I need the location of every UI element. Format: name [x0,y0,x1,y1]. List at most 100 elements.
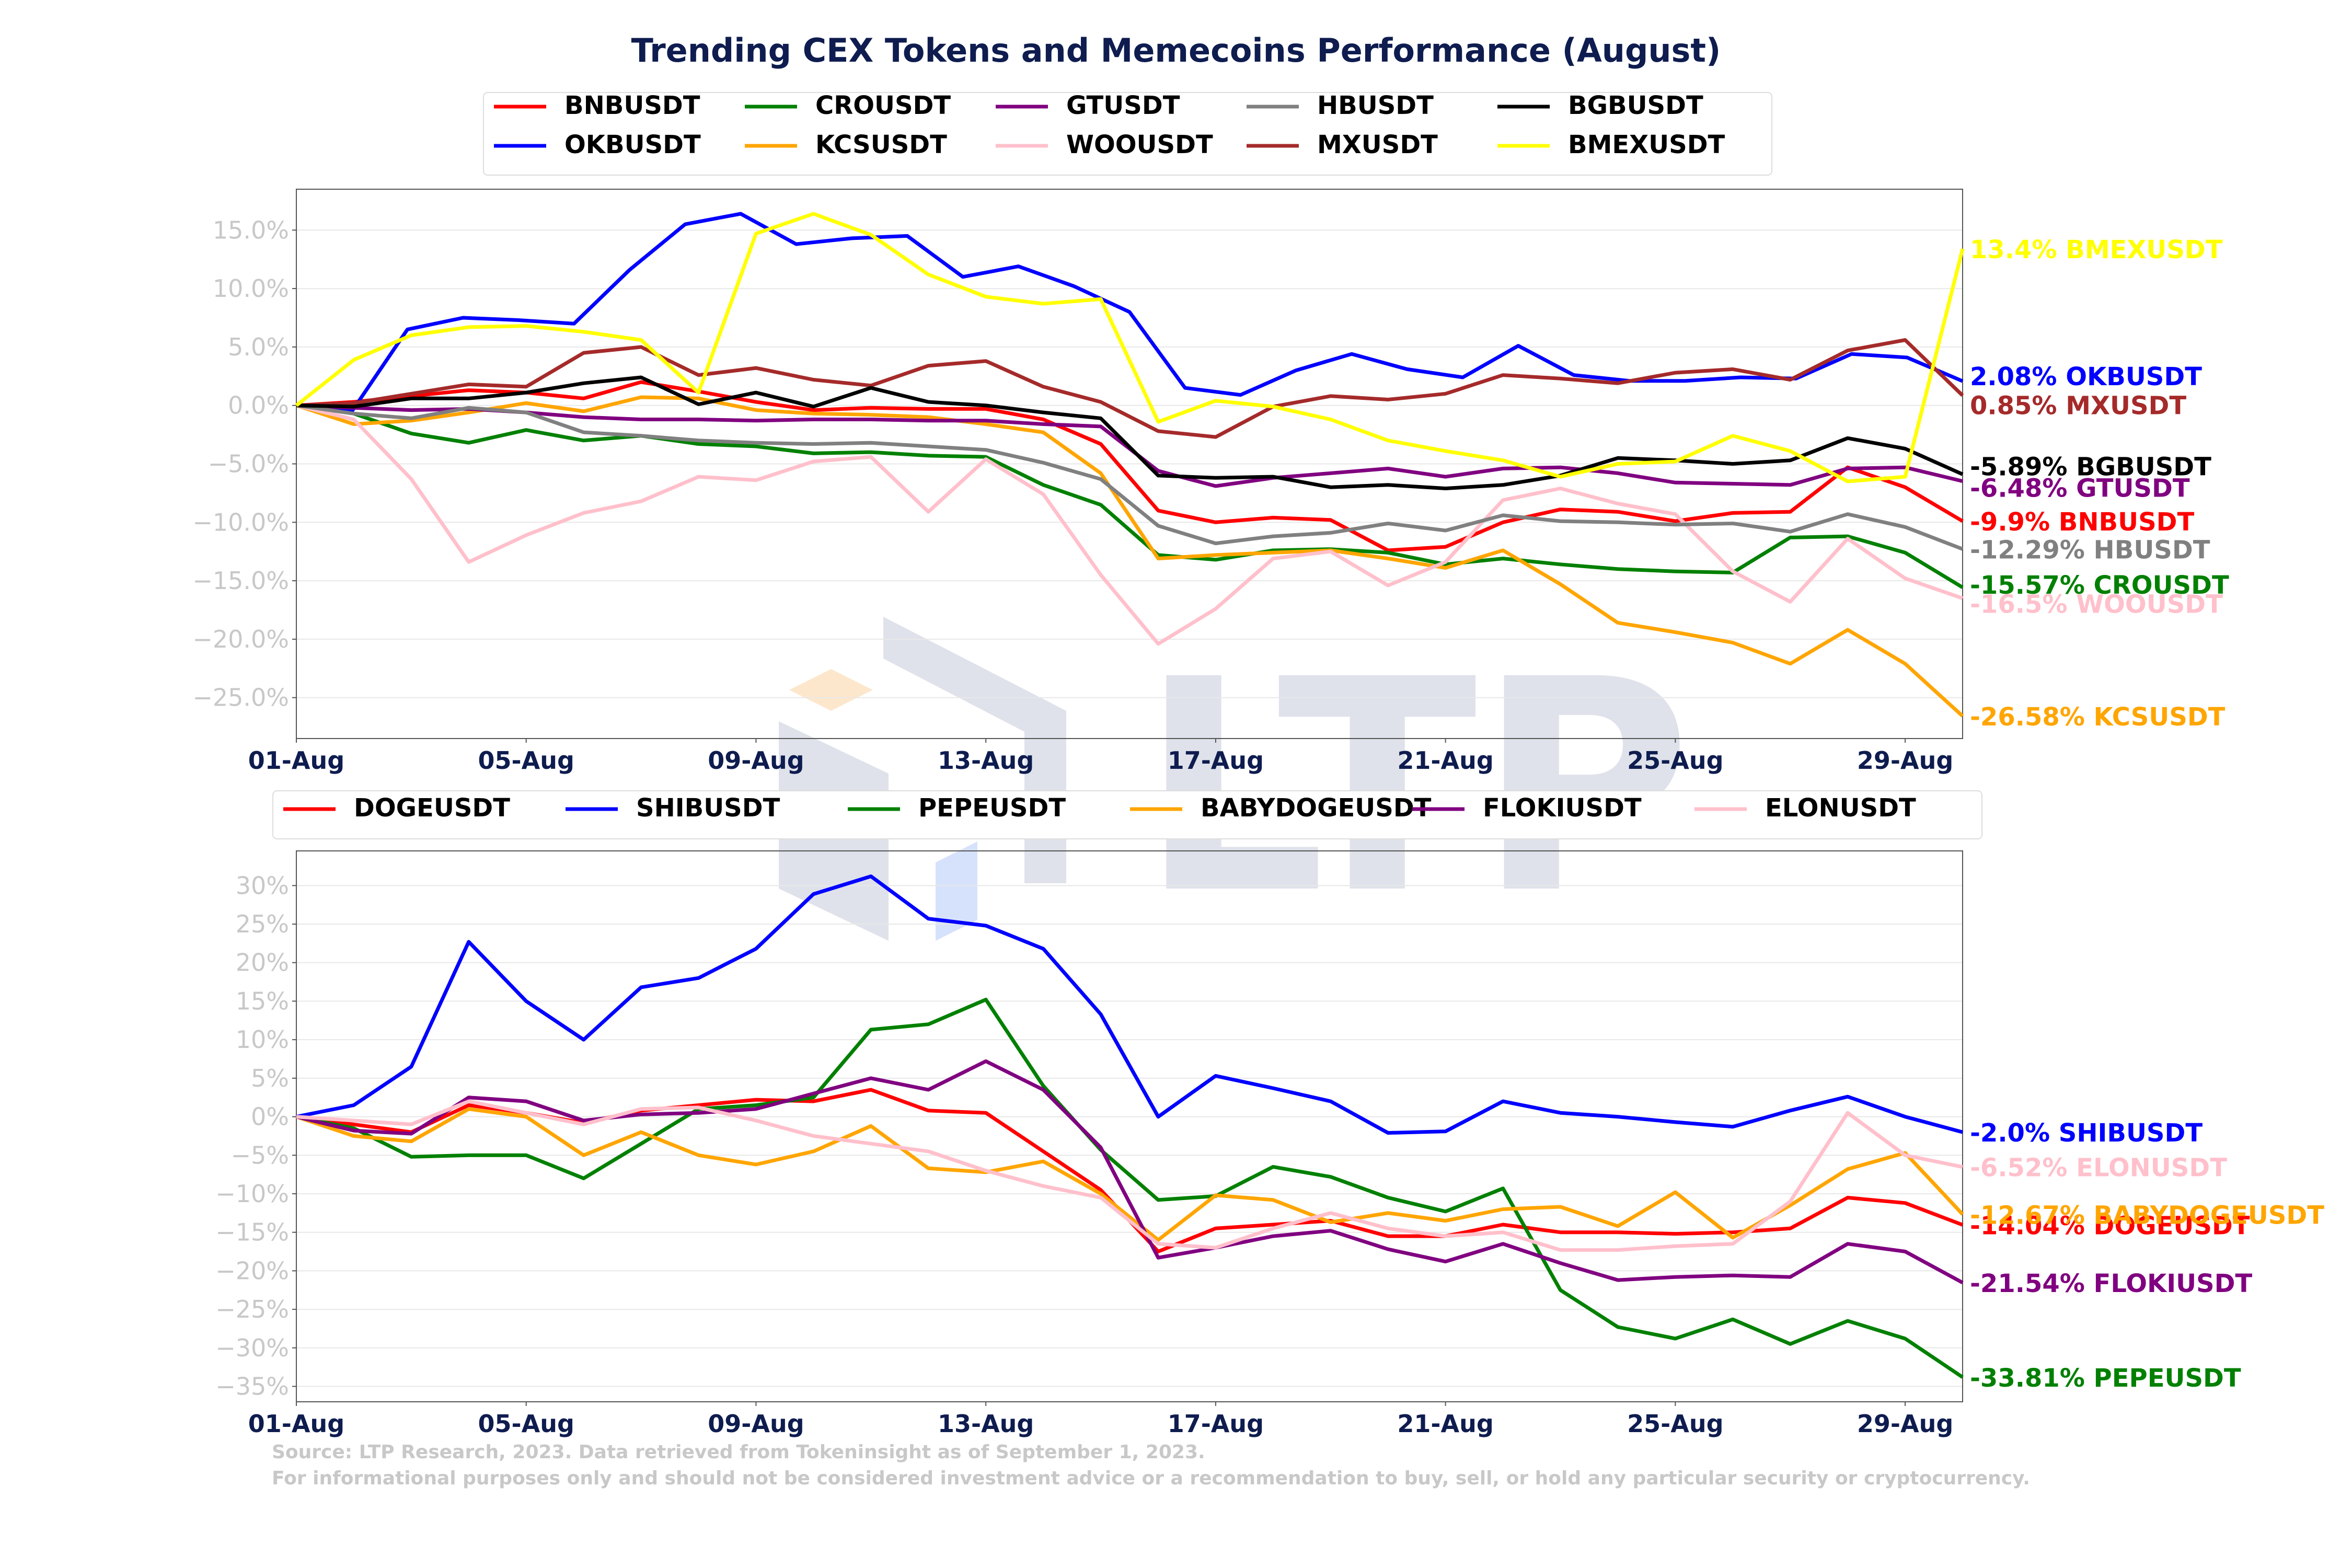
y-tick-label: −25.0% [192,684,289,712]
legend-box [272,790,1982,839]
legend-label: BNBUSDT [564,91,700,120]
series-line-shibusdt [296,874,1963,1135]
legend: BNBUSDT OKBUSDT CROUSDT KCSUSDT GTUSDT WOOUSD… [483,91,1772,176]
y-tick-label: 5% [251,1064,289,1092]
legend: DOGEUSDT SHIBUSDT PEPEUSDT BABYDOGEUSDT FLOK… [272,790,1982,839]
y-tick-label: 0.0% [228,391,289,420]
legend-item-bgbusdt: BGBUSDT [1497,91,1703,120]
x-tick-label: 05-Aug [478,1410,574,1438]
legend-item-babydogeusdt: BABYDOGEUSDT [1130,793,1432,823]
watermark-logo-orange [789,669,873,711]
end-label-flokiusdt: -21.54% FLOKIUSDT [1970,1269,2252,1298]
y-tick-label: 10% [236,1025,289,1054]
legend-label: BABYDOGEUSDT [1201,793,1432,823]
y-tick-label: −35% [215,1373,289,1401]
legend-label: BGBUSDT [1568,91,1703,120]
series-line-bmexusdt [295,212,1965,483]
watermark-text: LTP [1139,617,1692,958]
y-tick-label: 30% [236,871,289,900]
end-label-gtusdt: -6.48% GTUSDT [1970,474,2190,503]
legend-item-mxusdt: MXUSDT [1247,130,1438,159]
series-line-hbusdt [296,403,1964,551]
watermark-logo-blue [936,841,977,941]
x-tick-label: 17-Aug [1168,1410,1264,1438]
grid-lines [296,885,1963,1387]
y-tick-label: 15.0% [213,216,289,244]
source-note-line1: Source: LTP Research, 2023. Data retriev… [272,1442,1205,1463]
x-tick-label: 17-Aug [1168,746,1264,775]
x-tick-label: 09-Aug [708,1410,804,1438]
legend-box [483,92,1772,176]
series-line-crousdt [296,403,1964,589]
x-tick-label: 13-Aug [938,1410,1034,1438]
end-label-dogeusdt: -14.04% DOGEUSDT [1970,1212,2250,1241]
series-line-kcsusdt [295,395,1964,718]
y-tick-label: 10.0% [213,274,289,303]
series-line-pepeusdt [296,998,1964,1379]
chart-title: Trending CEX Tokens and Memecoins Perfor… [631,31,1721,70]
legend-label: GTUSDT [1066,91,1180,120]
cex-tokens-panel: 15.0% 10.0% 5.0% 0.0% −5.0% −10.0% −15.0% −20.0… [192,91,2229,775]
y-tick-label: 20% [236,949,289,977]
legend-label: PEPEUSDT [918,793,1066,823]
series-line-dogeusdt [296,1088,1964,1253]
x-tick-label: 01-Aug [248,1410,344,1438]
y-tick-label: −30% [215,1334,289,1362]
x-tick-label: 21-Aug [1397,1410,1493,1438]
x-tick-label: 09-Aug [708,746,804,775]
legend-item-dogeusdt: DOGEUSDT [283,793,510,823]
legend-item-bmexusdt: BMEXUSDT [1497,130,1725,159]
series-line-okbusdt [296,212,1964,413]
end-label-okbusdt: 2.08% OKBUSDT [1970,362,2202,391]
legend-item-crousdt: CROUSDT [745,91,951,120]
series-line-bnbusdt [296,380,1964,552]
series-line-babydogeusdt [295,1107,1964,1242]
x-tick-label: 13-Aug [938,746,1034,775]
y-tick-label: −10% [215,1180,289,1208]
series-line-flokiusdt [296,1059,1964,1285]
legend-label: ELONUSDT [1765,793,1916,823]
y-tick-label: −10.0% [192,508,289,536]
series-line-bgbusdt [296,375,1964,490]
legend-label: SHIBUSDT [636,793,780,823]
legend-item-kcsusdt: KCSUSDT [745,130,947,159]
legend-label: WOOUSDT [1066,130,1213,159]
legend-item-hbusdt: HBUSDT [1247,91,1434,120]
y-tick-label: −20% [215,1256,289,1285]
series-line-mxusdt [296,338,1964,439]
end-label-hbusdt: -12.29% HBUSDT [1970,536,2210,565]
end-label-shibusdt: -2.0% SHIBUSDT [1970,1119,2203,1148]
end-label-elonusdt: -6.52% ELONUSDT [1970,1154,2227,1183]
legend-label: KCSUSDT [815,130,947,159]
x-tick-label: 01-Aug [248,746,344,775]
end-label-bnbusdt: -9.9% BNBUSDT [1970,508,2194,537]
memecoins-panel: 30% 25% 20% 15% 10% 5% 0% −5% −10% −15% −20% −25% −3… [215,790,2324,1438]
legend-label: OKBUSDT [564,130,701,159]
end-label-crousdt: -15.57% CROUSDT [1970,571,2229,600]
watermark-logo-shape [883,617,1066,883]
x-tick-label: 21-Aug [1397,746,1493,775]
x-tick-label: 29-Aug [1857,746,1953,775]
end-label-bmexusdt: 13.4% BMEXUSDT [1970,235,2223,264]
legend-item-bnbusdt: BNBUSDT [494,91,700,120]
legend-item-flokiusdt: FLOKIUSDT [1412,793,1642,823]
legend-item-shibusdt: SHIBUSDT [566,793,780,823]
plot-frame [296,850,1963,1402]
end-label-pepeusdt: -33.81% PEPEUSDT [1970,1364,2241,1393]
legend-item-woousdt: WOOUSDT [996,130,1213,159]
legend-label: CROUSDT [815,91,951,120]
y-tick-label: −15% [215,1218,289,1247]
y-tick-label: −5% [230,1141,289,1169]
legend-label: BMEXUSDT [1568,130,1725,159]
legend-label: HBUSDT [1317,91,1434,120]
legend-item-pepeusdt: PEPEUSDT [848,793,1066,823]
end-label-babydogeusdt: -12.67% BABYDOGEUSDT [1970,1201,2324,1230]
y-tick-label: 5.0% [228,333,289,361]
end-label-woousdt: -16.5% WOOUSDT [1970,590,2223,619]
y-tick-label: 0% [251,1103,289,1131]
source-note-line2: For informational purposes only and shou… [272,1468,2030,1489]
legend-label: FLOKIUSDT [1483,793,1642,823]
end-label-bgbusdt: -5.89% BGBUSDT [1970,452,2211,481]
y-tick-label: −20.0% [192,625,289,653]
y-tick-label: 25% [236,910,289,938]
